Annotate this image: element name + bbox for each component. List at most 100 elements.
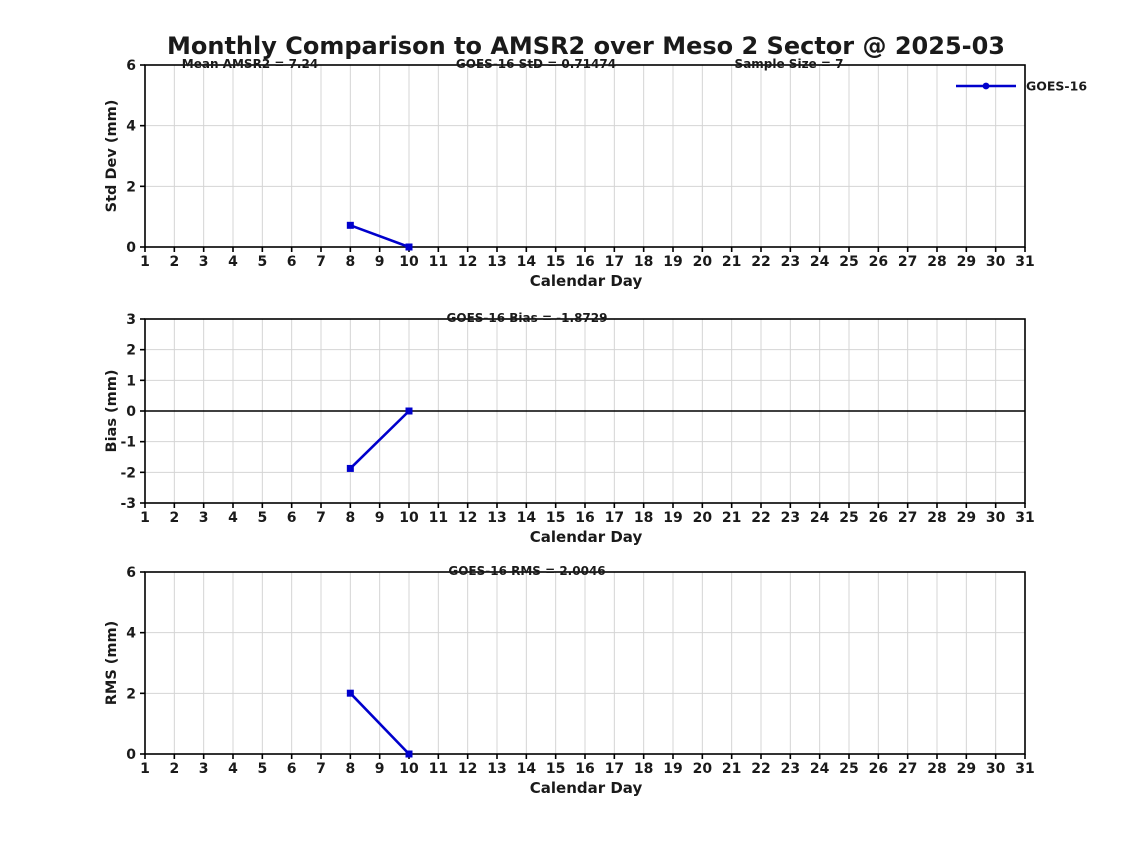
- x-tick-label: 31: [1015, 510, 1034, 526]
- x-tick-label: 6: [287, 254, 297, 270]
- annotation-mean-amsr2: Mean AMSR2 = 7.24: [181, 57, 319, 71]
- x-tick-label: 12: [458, 254, 477, 270]
- x-tick-label: 8: [345, 761, 355, 777]
- x-tick-label: 20: [693, 510, 713, 526]
- x-tick-label: 14: [517, 254, 537, 270]
- x-tick-label: 29: [957, 254, 976, 270]
- data-point-marker: [346, 464, 354, 472]
- x-tick-label: 24: [810, 510, 830, 526]
- x-tick-label: 2: [169, 761, 179, 777]
- x-tick-label: 22: [751, 510, 770, 526]
- x-tick-label: 8: [345, 254, 355, 270]
- x-tick-label: 5: [257, 510, 267, 526]
- x-tick-label: 13: [487, 254, 506, 270]
- subplot-2: 1 2 3 4 5 6 7 8 9 10 11 12 13 14 15 16 17 18 19 20 21 22 23 24 2…: [126, 565, 1034, 777]
- x-tick-label: 26: [869, 510, 888, 526]
- x-tick-label: 21: [722, 254, 741, 270]
- x-tick-label: 1: [140, 510, 150, 526]
- y-tick-label: 4: [126, 626, 136, 642]
- x-tick-label: 6: [287, 761, 297, 777]
- x-tick-label: 22: [751, 254, 770, 270]
- x-tick-label: 10: [399, 510, 419, 526]
- series-line-GOES-16: [349, 692, 410, 755]
- x-tick-label: 18: [634, 761, 653, 777]
- x-tick-label: 4: [228, 510, 238, 526]
- x-tick-label: 11: [429, 254, 448, 270]
- x-tick-label: 7: [316, 254, 326, 270]
- x-tick-label: 17: [605, 254, 624, 270]
- x-tick-label: 25: [839, 510, 858, 526]
- x-tick-label: 2: [169, 254, 179, 270]
- x-tick-label: 23: [781, 761, 800, 777]
- x-tick-label: 15: [546, 510, 565, 526]
- x-tick-label: 3: [199, 761, 209, 777]
- x-tick-label: 15: [546, 254, 565, 270]
- x-tick-label: 30: [986, 254, 1006, 270]
- x-tick-label: 27: [898, 510, 917, 526]
- data-point-marker: [405, 750, 413, 758]
- x-tick-label: 4: [228, 761, 238, 777]
- y-tick-label: 4: [126, 119, 136, 135]
- x-tick-label: 31: [1015, 761, 1034, 777]
- x-tick-label: 30: [986, 761, 1006, 777]
- x-tick-label: 11: [429, 761, 448, 777]
- x-tick-label: 20: [693, 761, 713, 777]
- x-tick-label: 30: [986, 510, 1006, 526]
- y-tick-label: 2: [126, 343, 136, 359]
- x-tick-label: 21: [722, 761, 741, 777]
- x-tick-label: 18: [634, 254, 653, 270]
- x-tick-label: 19: [663, 254, 682, 270]
- x-tick-label: 21: [722, 510, 741, 526]
- ylabel-bias: Bias (mm): [104, 369, 120, 453]
- x-tick-label: 28: [927, 254, 946, 270]
- legend-label-goes16: GOES-16: [1026, 78, 1088, 94]
- x-tick-label: 24: [810, 254, 830, 270]
- x-tick-label: 26: [869, 254, 888, 270]
- x-tick-label: 8: [345, 510, 355, 526]
- x-tick-label: 13: [487, 510, 506, 526]
- data-point-marker: [405, 243, 413, 251]
- y-tick-label: 3: [126, 312, 136, 328]
- subplot-0: 1 2 3 4 5 6 7 8 9 10 11 12 13 14 15 16 17 18 19 20 21 22 23 24 2…: [126, 58, 1034, 270]
- x-tick-label: 19: [663, 761, 682, 777]
- x-tick-label: 10: [399, 761, 419, 777]
- y-tick-label: 6: [126, 565, 136, 581]
- annotation-goes16-bias: GOES-16 Bias = -1.8729: [446, 311, 608, 325]
- x-tick-label: 22: [751, 761, 770, 777]
- x-tick-label: 23: [781, 510, 800, 526]
- x-tick-label: 9: [375, 254, 385, 270]
- ylabel-std-dev: Std Dev (mm): [104, 99, 120, 213]
- x-tick-label: 3: [199, 254, 209, 270]
- xlabel-calendar-day-top: Calendar Day: [529, 272, 643, 290]
- subplot-1: 1 2 3 4 5 6 7 8 9 10 11 12 13 14 15 16 17 18 19 20 21 22 23 24 2…: [120, 312, 1034, 526]
- x-tick-label: 3: [199, 510, 209, 526]
- x-tick-label: 4: [228, 254, 238, 270]
- y-tick-label: 2: [126, 179, 136, 195]
- annotation-goes16-rms: GOES-16 RMS = 2.0046: [448, 564, 606, 578]
- x-tick-label: 5: [257, 254, 267, 270]
- x-tick-label: 10: [399, 254, 419, 270]
- x-tick-label: 28: [927, 510, 946, 526]
- x-tick-label: 23: [781, 254, 800, 270]
- x-tick-label: 24: [810, 761, 830, 777]
- y-tick-label: 0: [126, 404, 136, 420]
- x-tick-label: 27: [898, 254, 917, 270]
- x-tick-label: 11: [429, 510, 448, 526]
- x-tick-label: 9: [375, 761, 385, 777]
- ylabel-rms: RMS (mm): [104, 620, 120, 706]
- x-tick-label: 28: [927, 761, 946, 777]
- x-tick-label: 12: [458, 761, 477, 777]
- x-tick-label: 29: [957, 761, 976, 777]
- x-tick-label: 16: [575, 254, 594, 270]
- data-point-marker: [346, 221, 354, 229]
- annotation-sample-size: Sample Size = 7: [734, 57, 844, 71]
- xlabel-calendar-day-middle: Calendar Day: [529, 528, 643, 546]
- x-tick-label: 25: [839, 254, 858, 270]
- x-tick-label: 16: [575, 761, 594, 777]
- x-tick-label: 9: [375, 510, 385, 526]
- x-tick-label: 6: [287, 510, 297, 526]
- x-tick-label: 13: [487, 761, 506, 777]
- x-tick-label: 25: [839, 761, 858, 777]
